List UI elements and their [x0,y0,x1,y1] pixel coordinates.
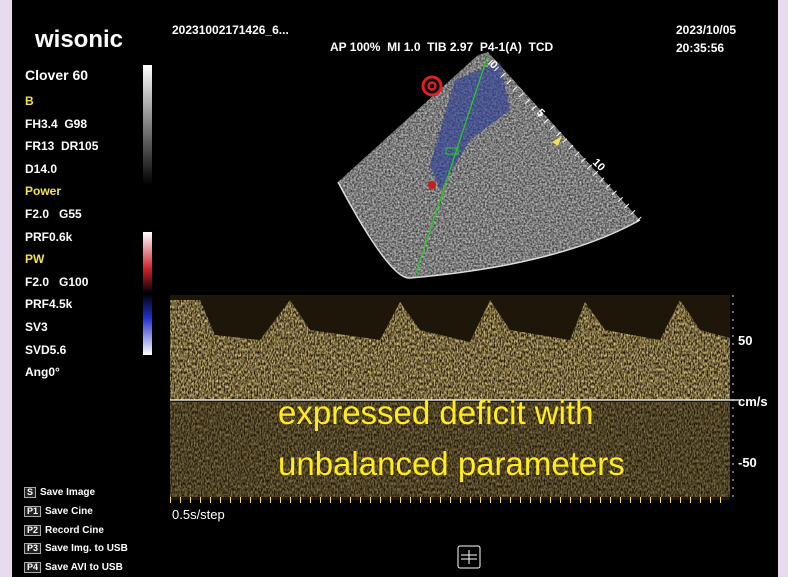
color-bar [143,232,152,355]
shortcut[interactable]: P2 Record Cine [24,525,104,536]
screen-frame: wisonic 20231002171426_6... AP 100% MI 1… [0,0,788,577]
shortcut-key: S [24,487,36,498]
color-flow [428,181,436,189]
shortcut-key: P3 [24,543,41,554]
shortcut-label: Save Cine [45,506,93,517]
mode-parameter: FH3.4 G98 [25,118,87,130]
shortcut-label: Save Image [40,487,95,498]
scale-label: 50 [738,334,752,347]
shortcut-key: P2 [24,525,41,536]
date: 2023/10/05 [676,24,736,36]
mode-heading: Power [25,185,61,197]
mode-parameter: D14.0 [25,163,57,175]
shortcut[interactable]: P3 Save Img. to USB [24,543,128,554]
mode-parameter: PRF4.5k [25,298,72,310]
mode-parameter: SVD5.6 [25,344,66,356]
shortcut[interactable]: P1 Save Cine [24,506,93,517]
shortcut-key: P4 [24,562,41,573]
acoustic-parameters: AP 100% MI 1.0 TIB 2.97 P4-1(A) TCD [330,41,553,53]
scale-label: -50 [738,456,757,469]
mode-parameter: PRF0.6k [25,231,72,243]
shortcut-label: Save AVI to USB [45,562,123,573]
orientation-mark [429,83,436,90]
mode-parameter: F2.0 G55 [25,208,82,220]
shortcut[interactable]: P4 Save AVI to USB [24,562,123,573]
file-name: 20231002171426_6... [172,24,289,36]
mode-heading: PW [25,253,44,265]
time: 20:35:56 [676,42,724,54]
shortcut-label: Record Cine [45,525,104,536]
mode-heading: B [25,95,34,107]
shortcut-label: Save Img. to USB [45,543,128,554]
overlay-text: unbalanced parameters [278,447,625,480]
mode-parameter: SV3 [25,321,48,333]
orientation-mark [423,77,441,95]
gray-bar [143,65,152,185]
sweep-speed: 0.5s/step [172,508,225,521]
logo: wisonic [35,28,123,52]
menu-icon-glyph [461,550,477,564]
shortcut-key: P1 [24,506,41,517]
mode-parameter: FR13 DR105 [25,140,98,152]
probe-name: Clover 60 [25,68,88,82]
mode-parameter: Ang0° [25,366,60,378]
overlay-text: expressed deficit with [278,396,593,429]
scale-unit: cm/s [738,395,768,408]
mode-parameter: F2.0 G100 [25,276,88,288]
shortcut[interactable]: S Save Image [24,487,95,498]
graphics [0,0,788,577]
